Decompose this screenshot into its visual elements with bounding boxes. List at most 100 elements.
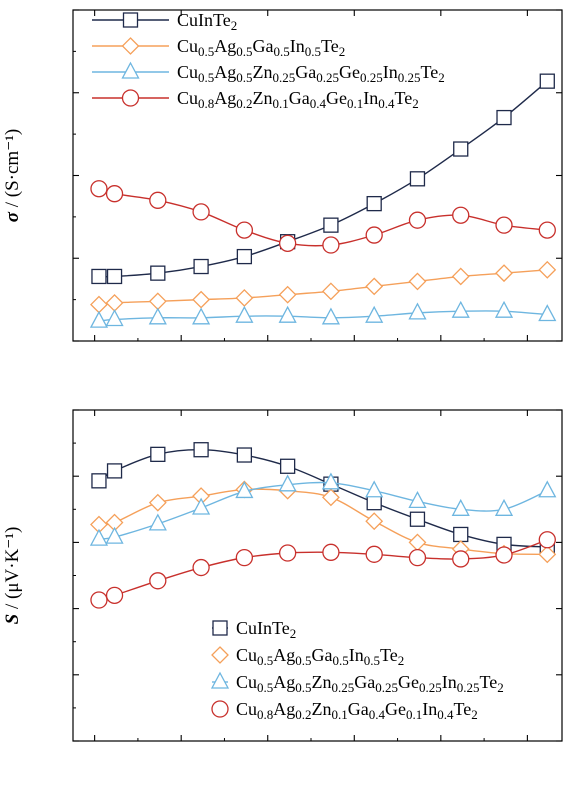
legend-marker bbox=[122, 12, 139, 28]
series-line bbox=[98, 310, 548, 322]
data-point bbox=[89, 528, 109, 546]
data-point bbox=[453, 526, 469, 543]
legend-label: Cu0.5Ag0.5Ga0.5In0.5Te2 bbox=[177, 36, 345, 59]
data-point bbox=[279, 458, 296, 474]
data-point bbox=[105, 185, 124, 203]
data-point bbox=[408, 533, 427, 552]
data-point bbox=[322, 543, 340, 561]
legend-label: Cu0.8Ag0.2Zn0.1Ga0.4Ge0.1In0.4Te2 bbox=[236, 699, 478, 722]
y-axis-label: S / (μV·K⁻¹) bbox=[2, 527, 23, 625]
legend-item: CuInTe2 bbox=[212, 618, 296, 641]
legend: CuInTe2 Cu0.5Ag0.5Ga0.5In0.5Te2 Cu0.5Ag0.5… bbox=[210, 618, 504, 722]
legend-marker bbox=[210, 671, 230, 689]
data-point bbox=[365, 480, 384, 498]
data-point bbox=[409, 511, 426, 527]
data-point bbox=[105, 586, 124, 605]
data-point bbox=[538, 304, 557, 322]
data-point bbox=[236, 248, 253, 265]
data-point bbox=[408, 302, 427, 320]
data-point bbox=[365, 305, 384, 323]
series-3 bbox=[90, 180, 556, 254]
legend-marker bbox=[212, 620, 228, 636]
legend-label: CuInTe2 bbox=[177, 10, 237, 33]
data-point bbox=[193, 442, 209, 458]
data-point bbox=[148, 493, 167, 512]
data-point bbox=[192, 290, 211, 309]
data-point bbox=[278, 285, 297, 304]
data-point bbox=[495, 546, 513, 564]
data-point bbox=[106, 463, 123, 479]
legend-label: Cu0.8Ag0.2Zn0.1Ga0.4Ge0.1In0.4Te2 bbox=[177, 88, 419, 111]
legend-label: CuInTe2 bbox=[236, 618, 296, 641]
series-line bbox=[98, 488, 548, 556]
legend-marker bbox=[121, 37, 140, 55]
series-3 bbox=[90, 531, 556, 609]
data-point bbox=[148, 513, 167, 531]
data-point bbox=[89, 310, 109, 328]
panel-a: σ / (S·cm⁻¹) CuInTe2 Cu0.5Ag0.5Ga0.5In0.5T… bbox=[2, 9, 563, 342]
series-2 bbox=[89, 472, 557, 546]
data-point bbox=[365, 277, 384, 296]
data-point bbox=[321, 282, 340, 301]
data-point bbox=[365, 512, 384, 531]
data-point bbox=[321, 472, 340, 490]
data-point bbox=[408, 272, 427, 291]
data-point bbox=[365, 226, 383, 244]
data-point bbox=[91, 268, 107, 285]
data-point bbox=[408, 548, 427, 567]
data-point bbox=[323, 217, 339, 233]
legend-marker bbox=[121, 89, 140, 107]
legend-item: Cu0.5Ag0.5Ga0.5In0.5Te2 bbox=[211, 645, 404, 668]
data-point bbox=[192, 203, 210, 221]
data-point bbox=[278, 234, 297, 253]
data-point bbox=[278, 544, 297, 562]
data-point bbox=[235, 289, 254, 307]
legend-label: Cu0.5Ag0.5Ga0.5In0.5Te2 bbox=[236, 645, 404, 668]
data-point bbox=[192, 558, 210, 577]
series-0 bbox=[91, 73, 555, 285]
data-point bbox=[538, 260, 557, 279]
data-point bbox=[366, 195, 382, 212]
plot-frame bbox=[72, 9, 563, 342]
legend-item: CuInTe2 bbox=[92, 10, 237, 33]
data-point bbox=[408, 211, 427, 229]
data-point bbox=[148, 307, 167, 325]
series-2 bbox=[89, 300, 557, 328]
data-point bbox=[452, 550, 470, 568]
data-point bbox=[150, 446, 166, 463]
series-1 bbox=[90, 260, 557, 314]
series-line bbox=[98, 188, 548, 247]
legend: CuInTe2 Cu0.5Ag0.5Ga0.5In0.5Te2 Cu0.5Ag0.5… bbox=[92, 10, 445, 111]
data-point bbox=[495, 216, 513, 234]
data-point bbox=[278, 474, 297, 492]
data-point bbox=[91, 473, 107, 489]
data-point bbox=[90, 295, 108, 314]
panel-b: S / (μV·K⁻¹) CuInTe2 Cu0.5Ag0.5Ga0.5In0.5T… bbox=[2, 409, 563, 742]
data-point bbox=[496, 109, 512, 126]
data-point bbox=[453, 141, 469, 157]
legend-item: Cu0.5Ag0.5Ga0.5In0.5Te2 bbox=[92, 36, 345, 59]
data-point bbox=[409, 171, 426, 187]
data-point bbox=[408, 490, 427, 509]
data-point bbox=[321, 488, 340, 507]
data-point bbox=[192, 307, 211, 325]
data-point bbox=[105, 526, 124, 544]
data-point bbox=[538, 221, 556, 239]
data-point bbox=[451, 267, 470, 286]
data-point bbox=[236, 447, 253, 463]
data-point bbox=[494, 498, 514, 516]
data-point bbox=[235, 305, 254, 323]
legend-marker bbox=[211, 700, 229, 718]
data-point bbox=[538, 531, 556, 549]
legend-item: Cu0.8Ag0.2Zn0.1Ga0.4Ge0.1In0.4Te2 bbox=[211, 699, 478, 722]
data-point bbox=[105, 309, 124, 327]
data-point bbox=[193, 258, 209, 275]
y-axis-label: σ / (S·cm⁻¹) bbox=[2, 129, 23, 223]
data-point bbox=[322, 236, 340, 254]
legend-marker bbox=[211, 646, 229, 664]
data-point bbox=[106, 268, 123, 285]
series-line bbox=[98, 269, 548, 306]
data-point bbox=[150, 265, 166, 281]
data-point bbox=[495, 264, 513, 283]
